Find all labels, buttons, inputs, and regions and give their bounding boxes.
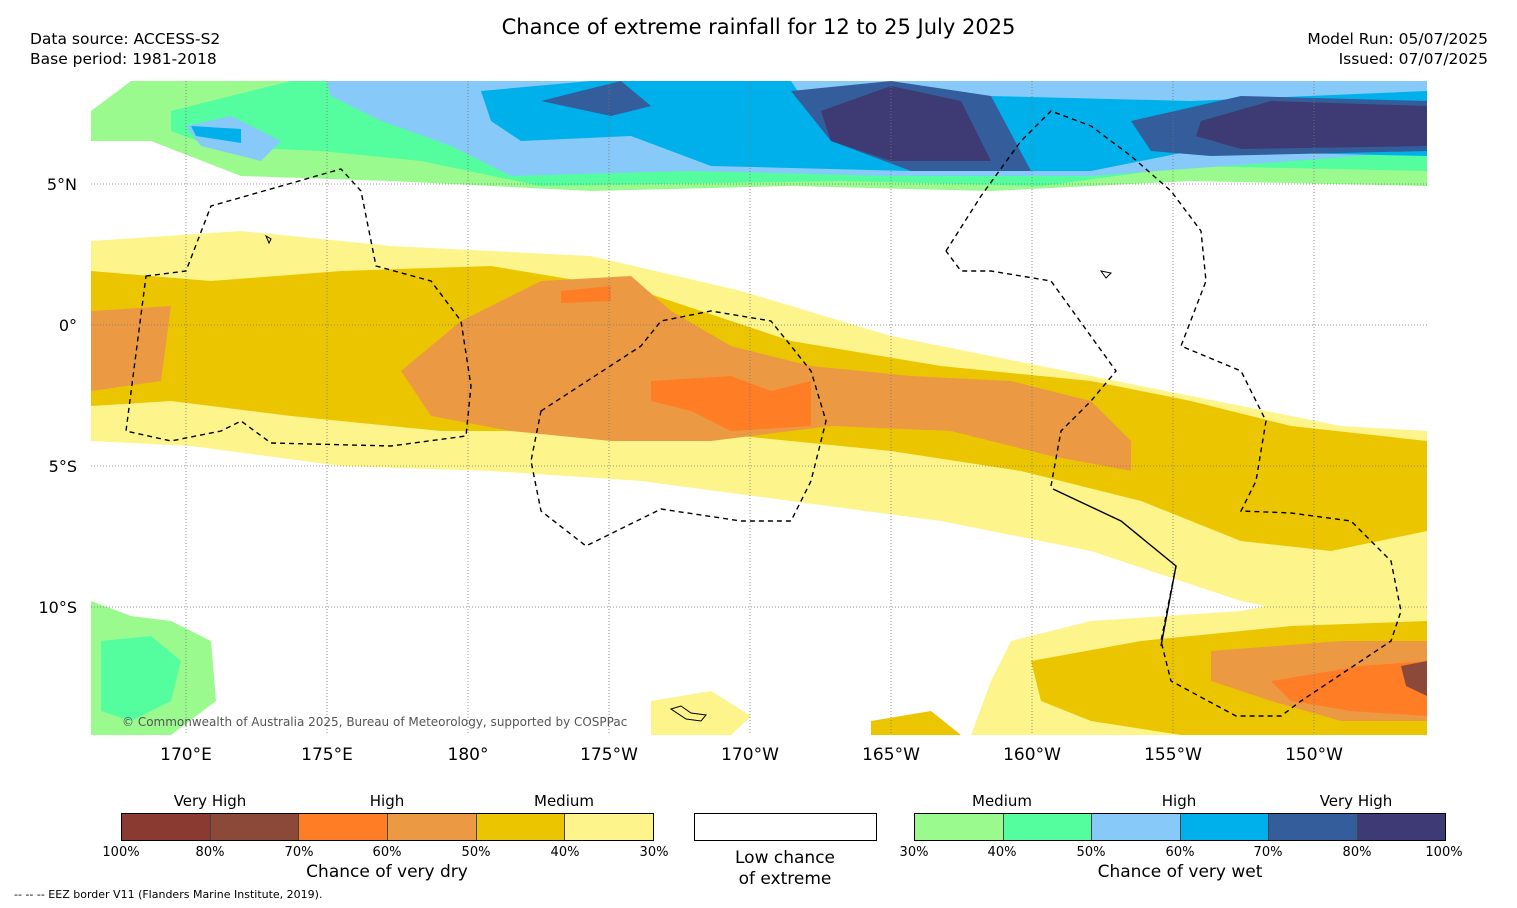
wet-level-medium: Medium (972, 792, 1032, 810)
issued-label: Issued: 07/07/2025 (1338, 50, 1488, 68)
lon-label-160w: 160°W (1003, 745, 1061, 765)
lon-label-170e: 170°E (160, 745, 212, 765)
wet-tick: 70% (1253, 845, 1283, 860)
lat-label-0: 0° (58, 316, 77, 335)
wet-tick: 30% (899, 845, 929, 860)
dry-caption: Chance of very dry (306, 862, 468, 882)
wet-tick: 80% (1342, 845, 1372, 860)
base-period-label: Base period: 1981-2018 (30, 50, 217, 68)
dry-tick: 30% (639, 845, 669, 860)
wet-level-high: High (1161, 792, 1197, 810)
neutral-caption-line2: of extreme (738, 869, 832, 889)
wet-tick: 50% (1076, 845, 1106, 860)
dry-region-equatorial (91, 231, 1427, 621)
lon-label-175e: 175°E (301, 745, 353, 765)
wet-swatch-6 (1356, 814, 1445, 840)
wet-tick: 100% (1425, 845, 1463, 860)
dry-tick: 100% (102, 845, 140, 860)
model-run-label: Model Run: 05/07/2025 (1307, 30, 1488, 48)
wet-swatch-5 (1268, 814, 1357, 840)
data-source-label: Data source: ACCESS-S2 (30, 30, 221, 48)
dry-tick: 70% (284, 845, 314, 860)
wet-level-very-high: Very High (1319, 792, 1393, 810)
neutral-caption-line1: Low chance (735, 848, 835, 868)
dry-swatch-2 (209, 814, 299, 840)
lon-label-180: 180° (447, 745, 489, 765)
dry-swatch-4 (387, 814, 476, 840)
dry-swatch-5 (475, 814, 565, 840)
lon-label-165w: 165°W (862, 745, 920, 765)
eez-note: -- -- -- EEZ border V11 (Flanders Marine… (14, 888, 323, 901)
eez-borders (125, 110, 1402, 717)
lat-label-5s: 5°S (48, 457, 77, 476)
lon-label-150w: 150°W (1285, 745, 1343, 765)
lon-label-155w: 155°W (1144, 745, 1202, 765)
dry-tick: 50% (461, 845, 491, 860)
dry-swatch-3 (298, 814, 388, 840)
lat-label-10s: 10°S (38, 598, 77, 617)
dry-level-medium: Medium (534, 792, 594, 810)
dry-region-southeast (651, 586, 1427, 735)
wet-swatch-1 (915, 814, 1003, 840)
wet-tick: 40% (987, 845, 1017, 860)
lon-label-170w: 170°W (721, 745, 779, 765)
wet-region-southwest (91, 601, 216, 735)
wet-colorbar (914, 813, 1446, 841)
rainfall-map (91, 81, 1427, 735)
neutral-swatch (694, 813, 877, 841)
rainfall-map-canvas (91, 81, 1427, 735)
dry-level-very-high: Very High (173, 792, 247, 810)
dry-tick: 40% (550, 845, 580, 860)
map-title: Chance of extreme rainfall for 12 to 25 … (501, 15, 1016, 39)
islands (264, 234, 1113, 722)
lat-label-5n: 5°N (46, 175, 77, 194)
copyright-notice: © Commonwealth of Australia 2025, Bureau… (122, 715, 628, 729)
wet-swatch-3 (1091, 814, 1180, 840)
dry-swatch-1 (122, 814, 210, 840)
dry-tick: 80% (195, 845, 225, 860)
graticule (91, 81, 1427, 735)
wet-region-north (91, 81, 1427, 191)
lon-label-175w: 175°W (580, 745, 638, 765)
dry-swatch-6 (564, 814, 654, 840)
wet-caption: Chance of very wet (1097, 862, 1263, 882)
wet-swatch-4 (1179, 814, 1268, 840)
dry-level-high: High (369, 792, 405, 810)
wet-tick: 60% (1165, 845, 1195, 860)
wet-swatch-2 (1002, 814, 1091, 840)
dry-tick: 60% (372, 845, 402, 860)
boundary-line (1052, 488, 1177, 647)
dry-colorbar (121, 813, 654, 841)
